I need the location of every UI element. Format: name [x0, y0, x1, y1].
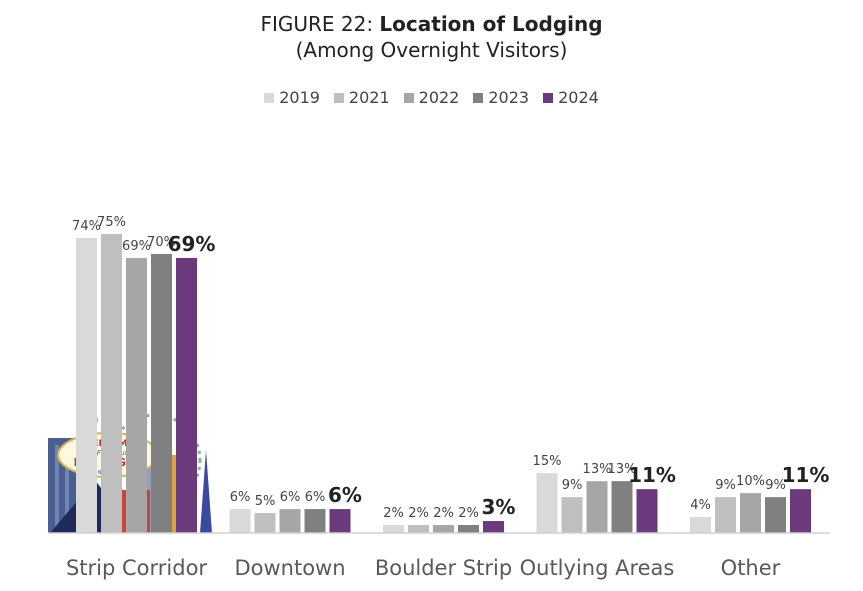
- bar-2024-other: [790, 489, 811, 533]
- bar-2019-strip-corridor: [76, 238, 97, 533]
- bar-2023-strip-corridor: [151, 253, 172, 533]
- data-label: 9%: [765, 478, 786, 493]
- category-label: Outlying Areas: [520, 556, 675, 580]
- data-label: 69%: [168, 232, 216, 256]
- bar-2024-boulder-strip: [483, 521, 504, 533]
- bar-2021-strip-corridor: [101, 234, 122, 533]
- bar-2022-boulder-strip: [433, 525, 454, 533]
- data-label: 6%: [305, 490, 326, 505]
- legend-label: 2021: [348, 88, 390, 107]
- bar-2024-downtown: [329, 509, 351, 533]
- legend-label: 2022: [418, 88, 460, 107]
- data-label: 2%: [433, 506, 454, 521]
- data-label: 13%: [608, 462, 637, 477]
- data-label: 11%: [628, 463, 676, 487]
- data-label: 10%: [736, 474, 765, 489]
- data-label: 6%: [280, 490, 301, 505]
- chart-title: FIGURE 22: Location of Lodging: [0, 12, 863, 36]
- data-label: 74%: [72, 219, 101, 234]
- bar-2022-other: [740, 493, 761, 533]
- bar-2021-outlying-areas: [561, 497, 583, 533]
- bar-2024-strip-corridor: [176, 257, 197, 533]
- data-label: 75%: [97, 215, 126, 230]
- legend-swatch: [403, 92, 414, 103]
- bar-2021-other: [715, 497, 736, 533]
- data-label: 69%: [122, 239, 151, 254]
- bar-2023-other: [765, 497, 786, 533]
- bar-2019-other: [690, 517, 711, 533]
- bar-2019-outlying-areas: [536, 473, 558, 533]
- category-label: Other: [721, 556, 781, 580]
- data-label: 2%: [383, 506, 404, 521]
- data-label: 11%: [782, 463, 830, 487]
- bar-2021-boulder-strip: [408, 525, 429, 533]
- legend-item-2021: 2021: [333, 88, 390, 107]
- bar-2023-boulder-strip: [458, 525, 479, 533]
- data-label: 15%: [533, 454, 562, 469]
- data-label: 3%: [482, 495, 516, 519]
- data-label: 70%: [147, 235, 176, 250]
- bar-2022-strip-corridor: [126, 257, 147, 533]
- data-label: 2%: [458, 506, 479, 521]
- bar-2019-boulder-strip: [383, 525, 404, 533]
- legend-swatch: [543, 92, 554, 103]
- category-label: Boulder Strip: [375, 556, 512, 580]
- legend-item-2024: 2024: [543, 88, 599, 107]
- data-label: 4%: [690, 498, 711, 513]
- category-label: Strip Corridor: [66, 556, 207, 580]
- chart-subtitle: (Among Overnight Visitors): [295, 38, 568, 62]
- legend-item-2022: 2022: [403, 88, 460, 107]
- bar-2021-downtown: [254, 513, 276, 533]
- data-label: 5%: [255, 494, 276, 509]
- title-prefix: FIGURE 22:: [260, 12, 380, 36]
- legend-label: 2023: [488, 88, 530, 107]
- data-label: 2%: [408, 506, 429, 521]
- bar-2023-downtown: [304, 509, 326, 533]
- legend-item-2019: 2019: [264, 88, 320, 107]
- legend-swatch: [473, 92, 484, 103]
- legend-swatch: [333, 92, 344, 103]
- data-label: 9%: [715, 478, 736, 493]
- bar-2019-downtown: [229, 509, 251, 533]
- legend-item-2023: 2023: [473, 88, 529, 107]
- category-label: Downtown: [234, 556, 345, 580]
- bar-2022-downtown: [279, 509, 301, 533]
- title-main: Location of Lodging: [379, 12, 603, 36]
- data-label: 9%: [562, 478, 583, 493]
- legend-label: 2019: [279, 88, 320, 107]
- data-label: 6%: [328, 483, 362, 507]
- data-label: 13%: [583, 462, 612, 477]
- legend: 2019 2021 2022 2023 2024: [0, 88, 863, 107]
- bar-2024-outlying-areas: [636, 489, 658, 533]
- data-label: 6%: [230, 490, 251, 505]
- bar-2022-outlying-areas: [586, 481, 608, 533]
- legend-swatch: [264, 92, 275, 103]
- bar-2023-outlying-areas: [611, 481, 633, 533]
- legend-label: 2024: [558, 88, 599, 107]
